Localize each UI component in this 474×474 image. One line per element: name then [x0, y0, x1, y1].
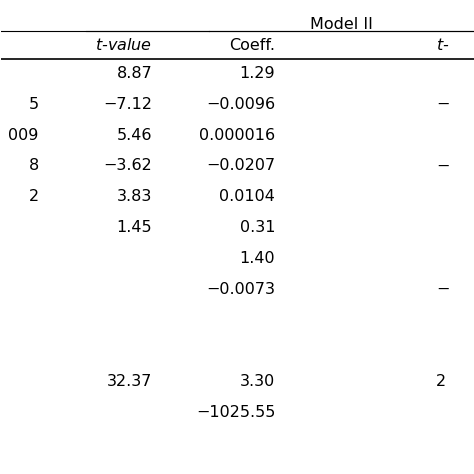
Text: 8.87: 8.87 [117, 66, 152, 81]
Text: −7.12: −7.12 [103, 97, 152, 112]
Text: Coeff.: Coeff. [229, 37, 275, 53]
Text: −0.0096: −0.0096 [206, 97, 275, 112]
Text: −3.62: −3.62 [104, 158, 152, 173]
Text: 0.31: 0.31 [240, 220, 275, 235]
Text: 5.46: 5.46 [117, 128, 152, 143]
Text: −: − [436, 158, 449, 173]
Text: 3.83: 3.83 [117, 189, 152, 204]
Text: 5: 5 [29, 97, 39, 112]
Text: 0.000016: 0.000016 [199, 128, 275, 143]
Text: $t$-: $t$- [436, 37, 450, 53]
Text: −0.0207: −0.0207 [206, 158, 275, 173]
Text: 1.45: 1.45 [117, 220, 152, 235]
Text: 1.40: 1.40 [240, 251, 275, 266]
Text: 8: 8 [28, 158, 39, 173]
Text: −: − [436, 282, 449, 297]
Text: −0.0073: −0.0073 [206, 282, 275, 297]
Text: 2: 2 [29, 189, 39, 204]
Text: 2: 2 [436, 374, 447, 389]
Text: 0.0104: 0.0104 [219, 189, 275, 204]
Text: Model II: Model II [310, 17, 373, 32]
Text: −: − [436, 97, 449, 112]
Text: 009: 009 [9, 128, 39, 143]
Text: 32.37: 32.37 [107, 374, 152, 389]
Text: $t$-value: $t$-value [95, 37, 152, 53]
Text: 1.29: 1.29 [240, 66, 275, 81]
Text: −1025.55: −1025.55 [196, 405, 275, 420]
Text: 3.30: 3.30 [240, 374, 275, 389]
